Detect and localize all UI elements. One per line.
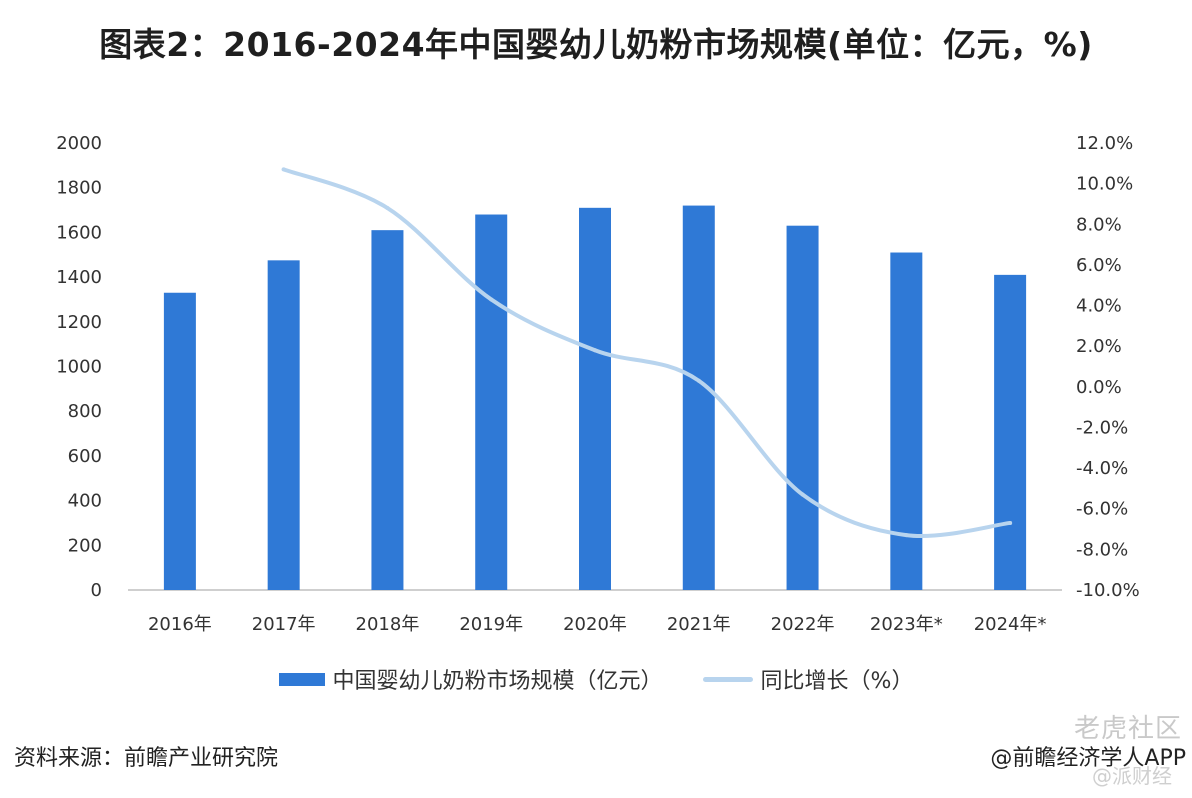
y-right-tick-label: -4.0%	[1076, 458, 1128, 479]
growth-rate-line[interactable]	[281, 167, 1013, 538]
y-left-tick-label: 1000	[56, 357, 102, 378]
y-left-tick-label: 800	[68, 401, 102, 422]
watermark-text: 老虎社区	[1073, 714, 1182, 744]
y-left-tick-label: 600	[68, 446, 102, 467]
x-tick-label: 2024年*	[974, 614, 1047, 635]
watermark-secondary: @派财经	[1092, 764, 1172, 788]
bar-2020年[interactable]	[579, 207, 611, 590]
bar-2023年*[interactable]	[890, 252, 923, 590]
x-tick-label: 2016年	[148, 614, 212, 635]
legend-swatch-bar	[278, 672, 325, 686]
x-tick-label: 2021年	[667, 614, 731, 635]
y-right-tick-label: 12.0%	[1076, 133, 1133, 154]
growth-point-2024年*	[1008, 520, 1013, 525]
legend-swatch-line	[702, 676, 753, 682]
x-tick-label: 2020年	[563, 614, 627, 635]
legend-label-line: 同比增长（%）	[760, 669, 914, 694]
y-left-tick-label: 1400	[56, 267, 102, 288]
y-left-tick-label: 1600	[56, 222, 102, 243]
y-left-tick-label: 1800	[56, 178, 102, 199]
y-right-tick-label: 10.0%	[1076, 174, 1133, 195]
chart-title: 图表2：2016-2024年中国婴幼儿奶粉市场规模(单位：亿元，%)	[99, 25, 1093, 64]
x-tick-label: 2017年	[252, 614, 316, 635]
growth-point-2019年	[489, 297, 494, 302]
x-tick-label: 2023年*	[870, 614, 943, 635]
growth-point-2018年	[385, 206, 390, 211]
y-right-tick-label: -2.0%	[1076, 417, 1128, 438]
x-tick-label: 2019年	[459, 614, 523, 635]
growth-point-2022年	[800, 492, 805, 497]
y-right-tick-label: 8.0%	[1076, 214, 1122, 235]
y-right-tick-label: -8.0%	[1076, 539, 1128, 560]
growth-point-2017年	[281, 167, 286, 172]
y-right-tick-label: 6.0%	[1076, 255, 1122, 276]
data-source: 资料来源：前瞻产业研究院	[14, 746, 279, 771]
y-right-tick-label: 4.0%	[1076, 296, 1122, 317]
x-tick-label: 2022年	[771, 614, 835, 635]
y-left-tick-label: 400	[68, 491, 102, 512]
bar-2016年[interactable]	[163, 292, 196, 590]
growth-point-2021年	[696, 378, 701, 383]
legend-label-bar: 中国婴幼儿奶粉市场规模（亿元）	[332, 669, 663, 694]
y-right-tick-label: 0.0%	[1076, 377, 1122, 398]
bar-2019年[interactable]	[475, 214, 508, 590]
legend-item-bar[interactable]: 中国婴幼儿奶粉市场规模（亿元）	[278, 663, 663, 695]
publisher-credit[interactable]: @前瞻经济学人APP	[990, 746, 1186, 771]
growth-point-2020年	[593, 348, 597, 353]
y-right-tick-label: -6.0%	[1076, 499, 1128, 520]
bar-2018年[interactable]	[371, 230, 404, 591]
x-tick-label: 2018年	[356, 614, 420, 635]
y-right-tick-label: -10.0%	[1076, 580, 1140, 601]
y-right-tick-label: 2.0%	[1076, 336, 1122, 357]
bar-2022年[interactable]	[786, 225, 819, 590]
y-left-tick-label: 0	[91, 580, 102, 601]
y-left-tick-label: 1200	[56, 312, 102, 333]
growth-point-2023年*	[904, 533, 909, 538]
legend-item-line[interactable]: 同比增长（%）	[702, 663, 914, 695]
y-left-tick-label: 2000	[56, 133, 102, 154]
bar-2017年[interactable]	[267, 260, 300, 590]
bar-2024年*[interactable]	[994, 274, 1027, 590]
y-left-tick-label: 200	[68, 535, 102, 556]
chart-legend: 中国婴幼儿奶粉市场规模（亿元） 同比增长（%）	[0, 664, 1192, 694]
bar-2021年[interactable]	[682, 205, 715, 590]
